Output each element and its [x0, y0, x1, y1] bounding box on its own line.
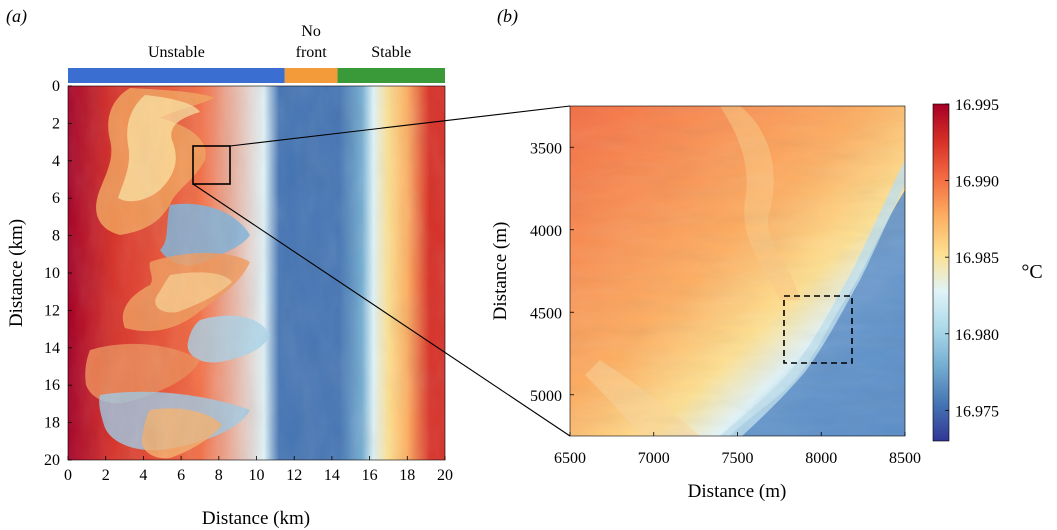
region-bar [337, 68, 445, 83]
region-bar [284, 68, 338, 83]
region-band: Unstable No front Stable [68, 23, 445, 83]
y-tick-label-a: 6 [52, 190, 60, 207]
x-tick-label-b: 7000 [638, 450, 670, 467]
x-tick-label-a: 8 [215, 467, 223, 484]
x-tick-label-b: 8500 [889, 450, 921, 467]
y-tick-label-a: 0 [52, 78, 60, 95]
y-tick-label-a: 16 [44, 377, 60, 394]
x-tick-label-a: 4 [139, 467, 147, 484]
colorbar-unit: °C [1021, 261, 1042, 283]
x-tick-label-a: 16 [362, 467, 378, 484]
zoom-connector-top [229, 105, 571, 147]
zoom-connector-bottom [192, 183, 571, 437]
x-tick-label-a: 20 [437, 467, 453, 484]
heatmap-a [67, 85, 446, 461]
panel-label-b: (b) [497, 6, 518, 27]
y-tick-label-b: 5000 [530, 388, 562, 405]
x-axis-label-a: Distance (km) [202, 508, 310, 529]
x-axis-label-b: Distance (m) [688, 481, 787, 502]
heatmap-b [569, 105, 906, 437]
y-axis-label-a: Distance (km) [6, 219, 27, 327]
region-label: No front [296, 23, 328, 61]
y-tick-label-b: 4000 [530, 223, 562, 240]
x-tick-label-b: 7500 [722, 450, 754, 467]
y-tick-label-a: 20 [44, 452, 60, 469]
x-tick-label-a: 0 [64, 467, 72, 484]
region-label: Unstable [148, 44, 205, 61]
x-tick-label-a: 10 [249, 467, 265, 484]
x-tick-label-b: 6500 [554, 450, 586, 467]
y-tick-label-b: 4500 [530, 305, 562, 322]
x-tick-label-a: 12 [286, 467, 302, 484]
y-tick-label-a: 14 [44, 340, 60, 357]
y-axis-label-b: Distance (m) [490, 222, 511, 321]
region-label: Stable [371, 44, 411, 61]
colorbar-tick-label: 16.975 [955, 403, 999, 420]
y-tick-label-a: 18 [44, 415, 60, 432]
x-tick-label-a: 2 [102, 467, 110, 484]
region-bar [68, 68, 285, 83]
axes-b: 6500 7000 7500 8000 8500 3500 4000 4500 5000 [530, 140, 921, 467]
texture-b [570, 106, 905, 436]
x-tick-label-b: 8000 [805, 450, 837, 467]
y-tick-label-a: 2 [52, 115, 60, 132]
y-tick-label-a: 10 [44, 265, 60, 282]
x-tick-label-a: 18 [399, 467, 415, 484]
y-tick-label-a: 12 [44, 302, 60, 319]
texture-a [68, 86, 445, 460]
dashed-box [783, 295, 853, 364]
panel-label-a: (a) [6, 6, 27, 27]
colorbar-ticks: 16.975 16.980 16.985 16.990 16.995 [945, 97, 999, 420]
y-tick-label-a: 8 [52, 228, 60, 245]
colorbar-tick-label: 16.985 [955, 250, 999, 267]
y-tick-label-a: 4 [52, 153, 60, 170]
colorbar-tick-label: 16.980 [955, 327, 999, 344]
colorbar-tick-label: 16.995 [955, 97, 999, 114]
zoom-box [192, 145, 231, 185]
colorbar-tick-label: 16.990 [955, 174, 999, 191]
colorbar [932, 103, 950, 442]
x-tick-label-a: 14 [324, 467, 340, 484]
y-tick-label-b: 3500 [530, 140, 562, 157]
x-tick-label-a: 6 [177, 467, 185, 484]
